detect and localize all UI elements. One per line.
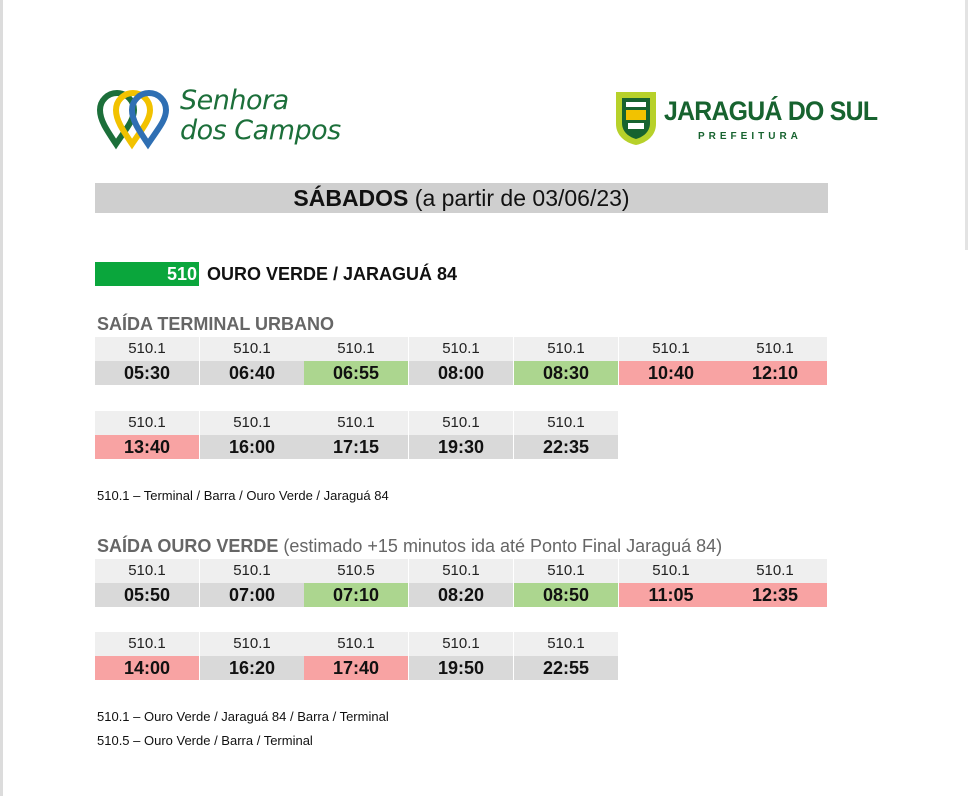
line-code: 510.1: [200, 559, 304, 583]
departure-time: 08:30: [514, 361, 618, 385]
section-title-terminal-urbano: SAÍDA TERMINAL URBANO: [97, 313, 334, 335]
departure-time: 05:30: [95, 361, 199, 385]
line-code: 510.1: [619, 559, 723, 583]
line-code: 510.1: [409, 411, 513, 435]
schedule-cell: 510.1 17:15: [304, 411, 408, 459]
schedule-cell: 510.1 17:40: [304, 632, 408, 680]
departure-time: 06:40: [200, 361, 304, 385]
line-code: 510.1: [514, 337, 618, 361]
line-code: 510.1: [200, 632, 304, 656]
brand-line2: dos Campos: [180, 115, 341, 146]
schedule-cell: 510.1 08:50: [514, 559, 618, 607]
departure-time: 13:40: [95, 435, 199, 459]
city-name: JARAGUÁ DO SUL: [664, 96, 878, 126]
schedule-cell: 510.1 19:30: [409, 411, 513, 459]
schedule-cell: 510.1 10:40: [619, 337, 723, 385]
departure-time: 19:30: [409, 435, 513, 459]
line-code: 510.1: [95, 411, 199, 435]
departure-time: 16:20: [200, 656, 304, 680]
schedule-cell: 510.1 06:55: [304, 337, 408, 385]
line-code: 510.1: [95, 337, 199, 361]
schedule-cell: 510.1 07:00: [200, 559, 304, 607]
line-code: 510.1: [723, 337, 827, 361]
line-code: 510.1: [95, 559, 199, 583]
departure-time: 08:50: [514, 583, 618, 607]
section-title-bold: SAÍDA OURO VERDE: [97, 536, 279, 556]
departure-time: 08:20: [409, 583, 513, 607]
line-code: 510.1: [200, 411, 304, 435]
line-code: 510.1: [304, 632, 408, 656]
route-note: 510.1 – Ouro Verde / Jaraguá 84 / Barra …: [97, 709, 389, 724]
schedule-cell: 510.1 05:30: [95, 337, 199, 385]
line-code: 510.1: [409, 632, 513, 656]
line-code: 510.1: [514, 632, 618, 656]
schedule-cell: 510.1 08:00: [409, 337, 513, 385]
schedule-cell: 510.5 07:10: [304, 559, 408, 607]
line-code: 510.1: [304, 337, 408, 361]
departure-time: 16:00: [200, 435, 304, 459]
section-title-bold: SAÍDA TERMINAL URBANO: [97, 314, 334, 334]
map-pin-rings-logo-icon: [96, 90, 170, 150]
city-subtitle: PREFEITURA: [698, 131, 802, 142]
scrollbar-track[interactable]: [965, 0, 968, 250]
section-title-ouro-verde: SAÍDA OURO VERDE (estimado +15 minutos i…: [97, 535, 722, 557]
line-code: 510.1: [409, 559, 513, 583]
departure-time: 17:40: [304, 656, 408, 680]
schedule-cell: 510.1 16:00: [200, 411, 304, 459]
schedule-cell: 510.1 19:50: [409, 632, 513, 680]
page-left-border: [0, 0, 3, 796]
schedule-cell: 510.1 14:00: [95, 632, 199, 680]
line-code: 510.1: [723, 559, 827, 583]
departure-time: 19:50: [409, 656, 513, 680]
route-note: 510.5 – Ouro Verde / Barra / Terminal: [97, 733, 313, 748]
departure-time: 08:00: [409, 361, 513, 385]
schedule-cell: 510.1 22:35: [514, 411, 618, 459]
line-code: 510.1: [514, 559, 618, 583]
section-title-note: (estimado +15 minutos ida até Ponto Fina…: [283, 536, 723, 556]
schedule-cell: 510.1 08:20: [409, 559, 513, 607]
departure-time: 10:40: [619, 361, 723, 385]
departure-time: 22:55: [514, 656, 618, 680]
departure-time: 17:15: [304, 435, 408, 459]
coat-of-arms-shield-icon: [616, 92, 656, 145]
line-code: 510.1: [95, 632, 199, 656]
departure-time: 05:50: [95, 583, 199, 607]
brand-name: Senhora dos Campos: [180, 86, 341, 146]
schedule-cell: 510.1 13:40: [95, 411, 199, 459]
brand-line1: Senhora: [180, 85, 289, 116]
schedule-cell: 510.1 05:50: [95, 559, 199, 607]
schedule-cell: 510.1 11:05: [619, 559, 723, 607]
line-code: 510.1: [304, 411, 408, 435]
departure-time: 07:00: [200, 583, 304, 607]
line-code: 510.1: [200, 337, 304, 361]
route-name: OURO VERDE / JARAGUÁ 84: [207, 264, 458, 284]
day-title: SÁBADOS: [293, 185, 409, 211]
departure-time: 12:35: [723, 583, 827, 607]
route-note: 510.1 – Terminal / Barra / Ouro Verde / …: [97, 488, 389, 503]
line-code: 510.1: [619, 337, 723, 361]
schedule-cell: 510.1 12:35: [723, 559, 827, 607]
departure-time: 14:00: [95, 656, 199, 680]
schedule-cell: 510.1 08:30: [514, 337, 618, 385]
departure-time: 12:10: [723, 361, 827, 385]
departure-time: 11:05: [619, 583, 723, 607]
line-code: 510.5: [304, 559, 408, 583]
line-code: 510.1: [514, 411, 618, 435]
line-code: 510.1: [409, 337, 513, 361]
schedule-title-bar: SÁBADOS (a partir de 03/06/23): [95, 183, 828, 213]
departure-time: 06:55: [304, 361, 408, 385]
departure-time: 07:10: [304, 583, 408, 607]
effective-date: (a partir de 03/06/23): [414, 185, 630, 211]
schedule-cell: 510.1 22:55: [514, 632, 618, 680]
senhora-dos-campos-logo: Senhora dos Campos: [96, 82, 346, 152]
route-number-badge: 510: [95, 262, 199, 286]
jaragua-do-sul-logo: JARAGUÁ DO SUL PREFEITURA: [614, 90, 878, 150]
departure-time: 22:35: [514, 435, 618, 459]
schedule-cell: 510.1 06:40: [200, 337, 304, 385]
schedule-cell: 510.1 16:20: [200, 632, 304, 680]
schedule-cell: 510.1 12:10: [723, 337, 827, 385]
